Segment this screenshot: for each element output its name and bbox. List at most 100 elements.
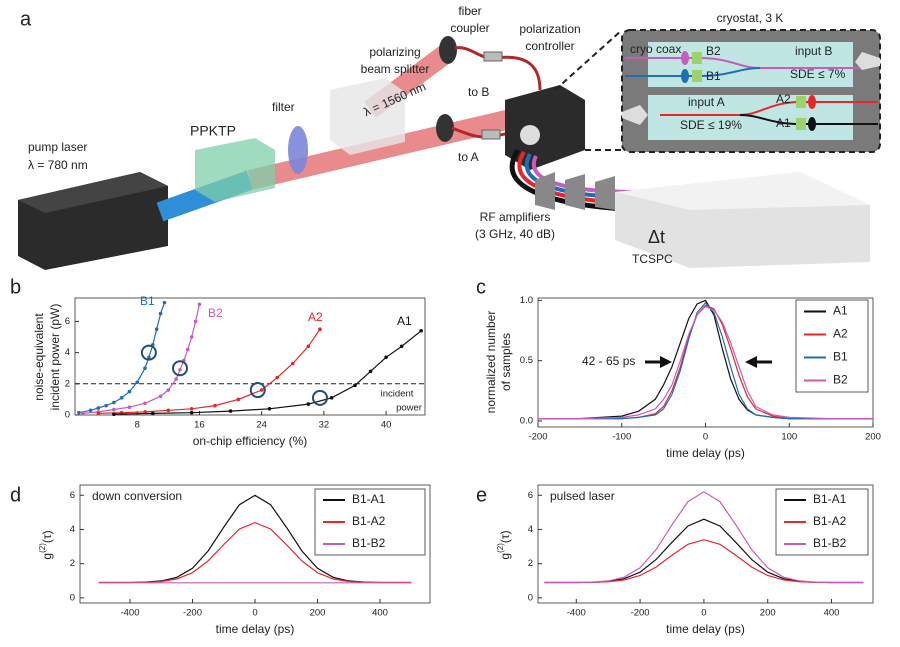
legend-label: B1-A2 [813, 514, 847, 528]
label: input A [688, 95, 725, 109]
data-point [174, 377, 178, 381]
data-point [185, 347, 190, 352]
contact [681, 51, 689, 65]
label: B2 [706, 44, 721, 58]
plot-frame [537, 484, 874, 604]
beam-splitter [330, 78, 405, 155]
fiber-tip [855, 52, 880, 70]
data-point [158, 311, 163, 316]
label: A1 [776, 116, 791, 130]
data-point [236, 397, 241, 402]
annotation: 42 - 65 ps [582, 354, 635, 368]
x-tick-label: -200 [183, 608, 202, 619]
label: SDE ≤ 19% [680, 118, 742, 132]
detector [796, 96, 806, 108]
data-point [127, 389, 132, 394]
label: controller [525, 39, 574, 53]
fiber-coupler-b [439, 36, 457, 64]
data-point [275, 375, 280, 380]
series-label: A1 [397, 314, 412, 328]
chart-panel: c -200 -100 0 100 200 0.0 0.5 1.0 time delay (ps)… [476, 276, 881, 460]
y-tick-label: 2 [70, 558, 75, 569]
annotation: incident [381, 388, 414, 399]
label: to B [468, 85, 489, 99]
y-label-part: (τ) [498, 530, 512, 543]
contact [681, 69, 689, 83]
data-point [290, 361, 295, 366]
detector [796, 118, 806, 130]
x-tick-label: 200 [865, 432, 881, 443]
data-point [267, 406, 272, 411]
x-tick-label: 40 [381, 420, 392, 431]
data-point [77, 410, 81, 415]
data-point [143, 401, 147, 406]
ppktp [195, 138, 275, 202]
data-point [143, 410, 147, 414]
data-point [419, 328, 423, 333]
amplifier [595, 176, 615, 210]
data-point [259, 388, 264, 392]
y-tick-label: 4 [528, 524, 533, 535]
x-tick-label: 0 [252, 608, 257, 619]
data-point [158, 394, 163, 399]
x-axis-label: time delay (ps) [666, 446, 745, 460]
contact [808, 117, 816, 131]
data-point [96, 411, 101, 416]
legend-label: B1-B2 [813, 536, 847, 550]
y-tick-label: 6 [528, 490, 533, 501]
label: polarizing [369, 45, 420, 59]
label: fiber [458, 4, 481, 18]
series-line [538, 305, 873, 420]
x-axis-label: time delay (ps) [216, 622, 295, 636]
x-axis-label: on-chip efficiency (%) [193, 434, 308, 448]
data-point [197, 302, 202, 307]
y-axis-label: of samples [499, 333, 513, 391]
plot-frame [74, 297, 426, 416]
y-tick-label: 4 [70, 524, 75, 535]
y-label-sup: (2) [38, 543, 47, 553]
x-tick-label: -400 [567, 608, 586, 619]
x-tick-label: 24 [256, 420, 267, 431]
y-tick-label: 0 [70, 592, 75, 603]
y-tick-label: 0 [65, 410, 70, 421]
data-point [104, 403, 108, 408]
chart-panel: e -400 -200 0 200 400 0 2 4 6 time delay (ps) g(2)(… [476, 484, 874, 636]
data-point [384, 355, 388, 360]
series-label: B2 [208, 306, 223, 320]
amplifier [535, 172, 555, 210]
x-tick-label: 400 [824, 608, 840, 619]
y-label-part: (τ) [40, 530, 54, 543]
series-line [113, 330, 422, 415]
y-tick-label: 2 [65, 378, 70, 389]
cryostat-box [505, 85, 585, 170]
y-tick-label: 0 [528, 592, 533, 603]
data-point [189, 406, 194, 411]
filter-optic [288, 126, 308, 174]
x-tick-label: 0 [703, 432, 708, 443]
data-point [306, 344, 311, 349]
legend-label: B1-A1 [813, 492, 847, 506]
amplifier [565, 174, 585, 210]
label: Δt [648, 227, 665, 247]
pump-laser-top [18, 172, 168, 213]
series-line [98, 328, 321, 414]
data-point [213, 403, 217, 408]
highlight-circle [312, 389, 328, 406]
label: input B [795, 44, 832, 58]
highlight-circle [249, 382, 266, 399]
data-point [112, 407, 116, 412]
data-point [143, 366, 147, 371]
legend-label: B1 [833, 350, 848, 364]
data-point [306, 402, 311, 406]
y-tick-label: 0.0 [520, 415, 533, 426]
label: cryostat, 3 K [717, 11, 784, 25]
x-tick-label: 200 [310, 608, 326, 619]
x-tick-label: 32 [319, 420, 330, 431]
y-tick-label: 6 [70, 490, 75, 501]
y-axis-label: incident power (pW) [48, 304, 62, 411]
legend-label: B1-B2 [352, 536, 386, 550]
label: λ = 780 nm [28, 158, 88, 172]
series-line [98, 521, 412, 584]
